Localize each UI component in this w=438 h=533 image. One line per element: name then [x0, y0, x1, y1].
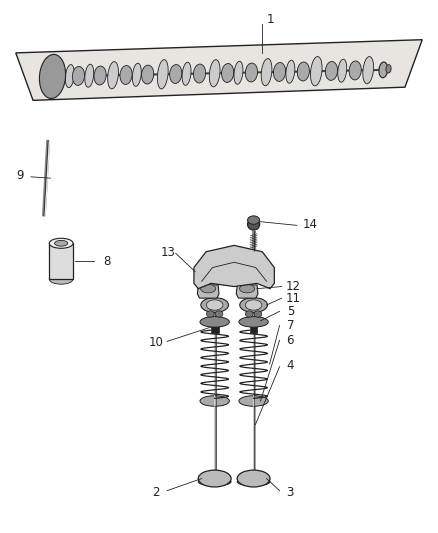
- Ellipse shape: [170, 64, 182, 84]
- Ellipse shape: [85, 64, 94, 87]
- Text: 9: 9: [16, 169, 24, 182]
- Text: 13: 13: [161, 246, 175, 259]
- Ellipse shape: [194, 64, 205, 83]
- Ellipse shape: [240, 285, 254, 293]
- Ellipse shape: [349, 61, 361, 80]
- Ellipse shape: [237, 478, 270, 486]
- Ellipse shape: [200, 317, 230, 327]
- Polygon shape: [16, 39, 422, 100]
- Ellipse shape: [198, 478, 231, 486]
- Text: 6: 6: [286, 334, 294, 347]
- Ellipse shape: [39, 54, 66, 99]
- Ellipse shape: [215, 311, 223, 317]
- FancyBboxPatch shape: [49, 243, 73, 279]
- Ellipse shape: [132, 63, 141, 86]
- Bar: [250, 321, 258, 333]
- Bar: [211, 321, 219, 333]
- Ellipse shape: [198, 470, 231, 487]
- Ellipse shape: [108, 62, 118, 89]
- Ellipse shape: [65, 64, 74, 87]
- Ellipse shape: [206, 300, 223, 310]
- Ellipse shape: [338, 59, 347, 82]
- Ellipse shape: [222, 63, 234, 83]
- Ellipse shape: [261, 59, 272, 86]
- Text: 7: 7: [286, 319, 294, 332]
- Ellipse shape: [297, 62, 309, 81]
- Ellipse shape: [240, 297, 268, 312]
- Ellipse shape: [72, 67, 85, 85]
- Polygon shape: [236, 285, 258, 298]
- Polygon shape: [198, 285, 219, 298]
- Ellipse shape: [363, 56, 374, 84]
- Ellipse shape: [237, 470, 270, 487]
- Text: 10: 10: [149, 336, 164, 350]
- Text: 3: 3: [286, 486, 294, 499]
- Ellipse shape: [206, 311, 214, 317]
- Ellipse shape: [239, 395, 268, 406]
- Ellipse shape: [200, 395, 230, 406]
- Ellipse shape: [49, 238, 73, 248]
- Ellipse shape: [245, 63, 258, 82]
- Text: 12: 12: [286, 280, 301, 293]
- Text: 4: 4: [286, 359, 294, 372]
- Ellipse shape: [247, 219, 260, 230]
- Ellipse shape: [234, 61, 243, 84]
- Text: 14: 14: [302, 218, 317, 231]
- Ellipse shape: [386, 64, 391, 73]
- Text: 11: 11: [286, 292, 301, 305]
- Text: 5: 5: [286, 305, 294, 318]
- Ellipse shape: [209, 60, 220, 87]
- Ellipse shape: [120, 66, 132, 84]
- Ellipse shape: [247, 216, 260, 224]
- Ellipse shape: [201, 285, 216, 293]
- Ellipse shape: [42, 60, 62, 93]
- Ellipse shape: [254, 311, 262, 317]
- Ellipse shape: [94, 66, 106, 85]
- Ellipse shape: [141, 65, 154, 84]
- Ellipse shape: [286, 60, 295, 83]
- Ellipse shape: [55, 240, 68, 246]
- Ellipse shape: [182, 62, 191, 85]
- Polygon shape: [194, 245, 274, 289]
- Ellipse shape: [245, 300, 262, 310]
- Ellipse shape: [273, 62, 286, 82]
- Text: 2: 2: [152, 486, 160, 499]
- Ellipse shape: [379, 62, 388, 78]
- Ellipse shape: [49, 274, 73, 284]
- Text: 1: 1: [266, 13, 274, 26]
- Ellipse shape: [239, 317, 268, 327]
- Ellipse shape: [325, 61, 338, 80]
- Ellipse shape: [311, 56, 322, 86]
- Ellipse shape: [201, 297, 229, 312]
- Ellipse shape: [157, 60, 168, 89]
- Ellipse shape: [245, 311, 253, 317]
- Text: 8: 8: [103, 255, 110, 268]
